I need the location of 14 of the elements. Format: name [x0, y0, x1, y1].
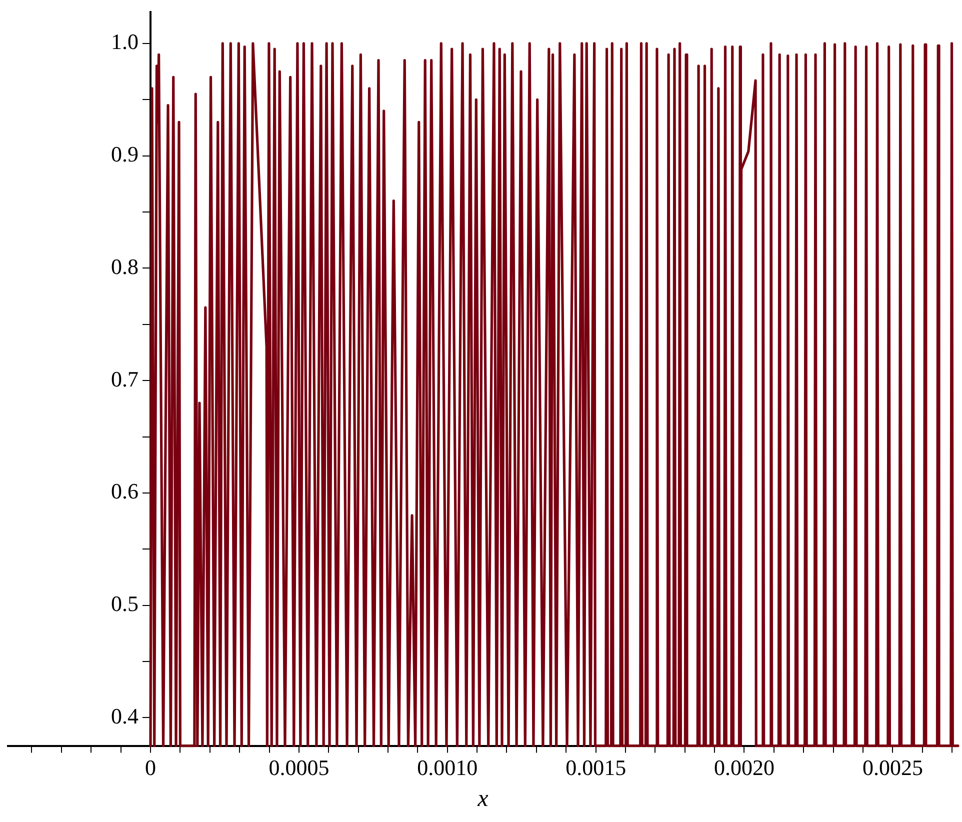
x-tick-label: 0.0020	[714, 754, 774, 780]
y-tick-label: 0.4	[111, 703, 138, 728]
x-tick-label: 0.0015	[566, 754, 626, 780]
x-tick-label: 0.0025	[862, 754, 923, 780]
x-tick-label: 0	[145, 754, 156, 780]
y-tick-label: 1.0	[111, 29, 138, 54]
y-tick-label: 0.8	[111, 254, 138, 279]
x-axis-title: x	[476, 786, 489, 812]
y-tick-label: 0.7	[111, 366, 138, 392]
x-tick-label: 0.0010	[417, 754, 478, 780]
y-tick-label: 0.9	[111, 142, 138, 167]
y-tick-label: 0.5	[111, 591, 138, 616]
y-tick-label: 0.6	[111, 478, 138, 504]
x-tick-label: 0.0005	[268, 754, 330, 780]
